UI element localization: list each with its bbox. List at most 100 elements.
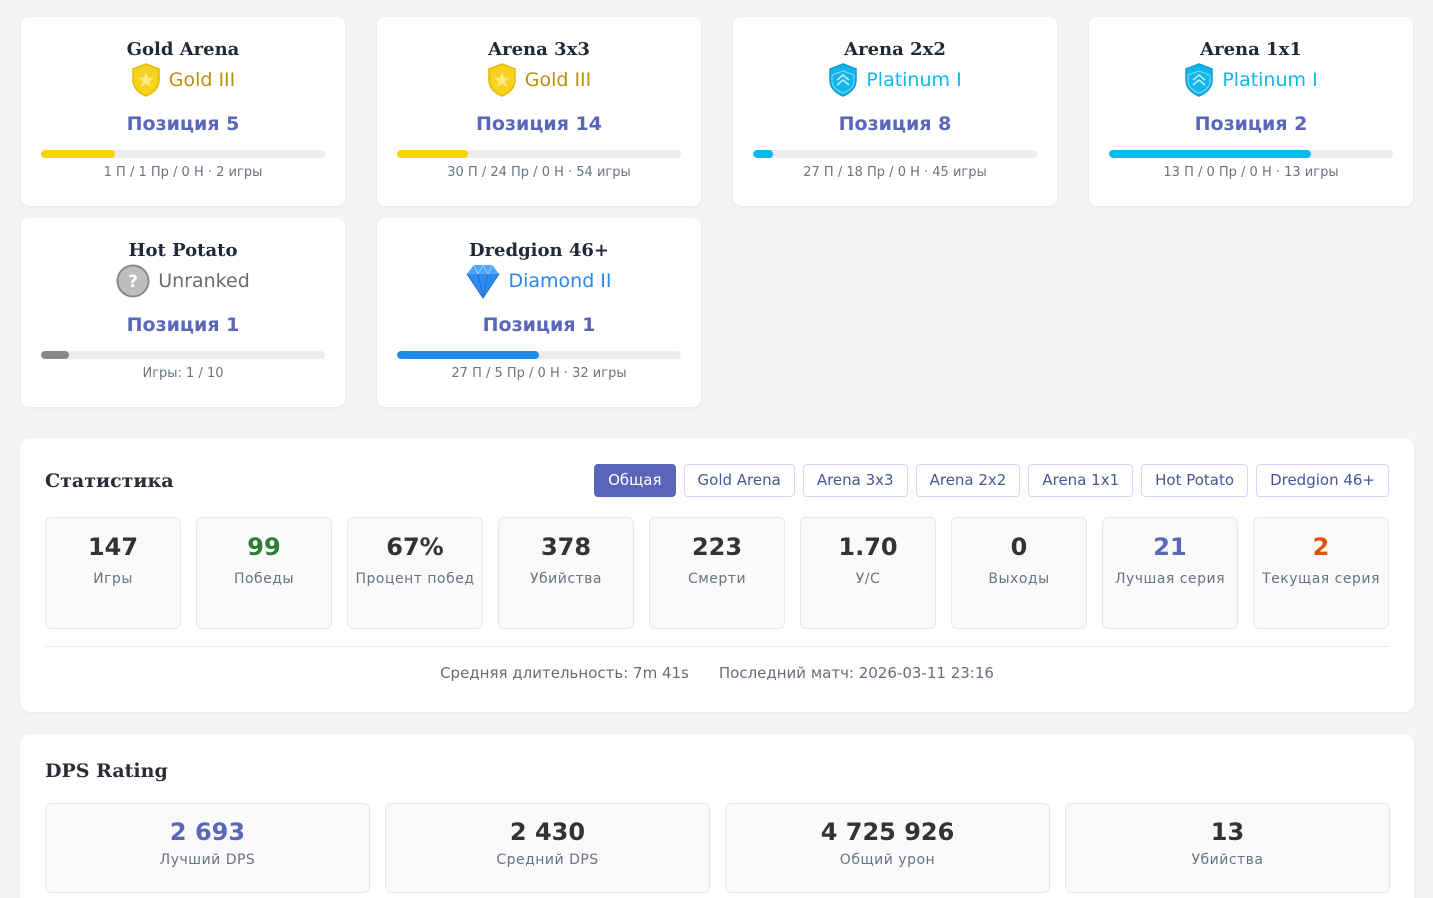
arena-card: Arena 2x2 Platinum I Позиция 8 27 П / 18 Пр… [733,17,1057,206]
tab-arena-2x2[interactable]: Arena 2x2 [915,464,1021,497]
arena-card: Hot Potato? Unranked Позиция 1 Игры: 1 / 10 [21,218,345,407]
stat-card: 67% Процент побед [347,517,483,629]
dps-title: DPS Rating [45,760,168,782]
arena-card: Arena 1x1 Platinum I Позиция 2 13 П / 0 Пр … [1089,17,1413,206]
tab-arena-1x1[interactable]: Arena 1x1 [1028,464,1134,497]
dps-label: Убийства [1191,852,1264,868]
dps-value: 13 [1210,818,1245,846]
dps-card: 2 430 Средний DPS [385,803,710,893]
rank-label: Unranked [158,270,250,292]
stat-value: 378 [540,533,592,561]
rank-label: Diamond II [508,270,612,292]
stat-value: 147 [87,533,139,561]
progress-bar [41,351,325,359]
dps-card: 13 Убийства [1065,803,1390,893]
record-text: 13 П / 0 Пр / 0 Н · 13 игры [1163,165,1339,180]
divider [45,646,1389,647]
dps-label: Средний DPS [496,852,599,868]
stat-label: Процент побед [355,571,475,587]
progress-fill [397,351,539,359]
stat-label: Победы [233,571,295,587]
rank-badge: ? Unranked [21,264,345,298]
position-label: Позиция 5 [126,113,240,135]
record-text: 30 П / 24 Пр / 0 Н · 54 игры [447,165,631,180]
stat-value: 2 [1312,533,1330,561]
tab-общая[interactable]: Общая [594,464,676,497]
dps-card: 4 725 926 Общий урон [725,803,1050,893]
last-match: Последний матч: 2026-03-11 23:16 [718,664,994,682]
tab-hot-potato[interactable]: Hot Potato [1141,464,1249,497]
stat-label: У/С [855,571,881,587]
stat-card: 99 Победы [196,517,332,629]
rank-badge: Diamond II [377,263,701,299]
progress-bar [397,351,681,359]
dps-card: 2 693 Лучший DPS [45,803,370,893]
progress-fill [41,150,115,158]
stat-value: 99 [247,533,281,561]
gold-shield-icon [487,63,517,97]
diamond-icon [466,263,500,299]
platinum-shield-icon [1184,63,1214,97]
rank-label: Gold III [524,69,592,91]
rank-badge: Platinum I [1089,63,1413,97]
arena-title: Dredgion 46+ [468,240,610,261]
arena-title: Hot Potato [128,240,238,261]
record-text: Игры: 1 / 10 [142,366,224,381]
progress-fill [753,150,773,158]
stat-value: 21 [1153,533,1187,561]
stat-label: Выходы [988,571,1050,587]
stat-card: 0 Выходы [951,517,1087,629]
progress-bar [397,150,681,158]
record-text: 1 П / 1 Пр / 0 Н · 2 игры [103,165,263,180]
dps-value: 2 693 [169,818,246,846]
gold-shield-icon [131,63,161,97]
rank-label: Platinum I [1222,69,1318,91]
stat-label: Текущая серия [1262,571,1380,587]
statistics-panel: Статистика Общая Gold Arena Arena 3x3 Arena… [20,438,1414,712]
arena-title: Arena 3x3 [488,39,590,60]
record-text: 27 П / 18 Пр / 0 Н · 45 игры [803,165,987,180]
progress-bar [41,150,325,158]
stat-card: 2 Текущая серия [1253,517,1389,629]
position-label: Позиция 8 [838,113,952,135]
arena-title: Arena 2x2 [844,39,946,60]
record-text: 27 П / 5 Пр / 0 Н · 32 игры [451,366,627,381]
progress-fill [397,150,468,158]
progress-bar [1109,150,1393,158]
position-label: Позиция 1 [482,314,596,336]
arena-title: Arena 1x1 [1200,39,1302,60]
dps-value: 2 430 [509,818,586,846]
stat-value: 67% [386,533,444,561]
platinum-shield-icon [828,63,858,97]
stats-tabs: Общая Gold Arena Arena 3x3 Arena 2x2 Arena 1… [594,464,1389,497]
rank-badge: Gold III [377,63,701,97]
position-label: Позиция 1 [126,314,240,336]
progress-fill [41,351,70,359]
tab-arena-3x3[interactable]: Arena 3x3 [802,464,908,497]
stat-card: 21 Лучшая серия [1102,517,1238,629]
svg-text:?: ? [128,272,138,292]
dps-label: Лучший DPS [159,852,256,868]
progress-bar [753,150,1037,158]
stat-label: Смерти [687,571,747,587]
position-label: Позиция 14 [476,113,602,135]
stat-value: 0 [1010,533,1028,561]
dps-row: 2 693 Лучший DPS 2 430 Средний DPS 4 725 926… [45,803,1390,893]
stat-card: 378 Убийства [498,517,634,629]
rank-label: Gold III [168,69,236,91]
stat-card: 223 Смерти [649,517,785,629]
tab-dredgion-46-[interactable]: Dredgion 46+ [1256,464,1389,497]
stats-footer: Средняя длительность: 7m 41s Последний м… [20,664,1414,682]
arena-title: Gold Arena [126,39,240,60]
arena-card: Arena 3x3 Gold III Позиция 14 30 П / 24 Пр … [377,17,701,206]
progress-fill [1109,150,1311,158]
tab-gold-arena[interactable]: Gold Arena [683,464,795,497]
dps-label: Общий урон [839,852,936,868]
stat-value: 223 [691,533,743,561]
question-circle-icon: ? [116,264,150,298]
rank-label: Platinum I [866,69,962,91]
dps-panel: DPS Rating 2 693 Лучший DPS 2 430 Средний D… [20,734,1414,898]
avg-duration: Средняя длительность: 7m 41s [440,664,689,682]
rank-badge: Gold III [21,63,345,97]
stats-row: 147 Игры 99 Победы 67% Процент побед 378 Убийст… [45,517,1389,629]
